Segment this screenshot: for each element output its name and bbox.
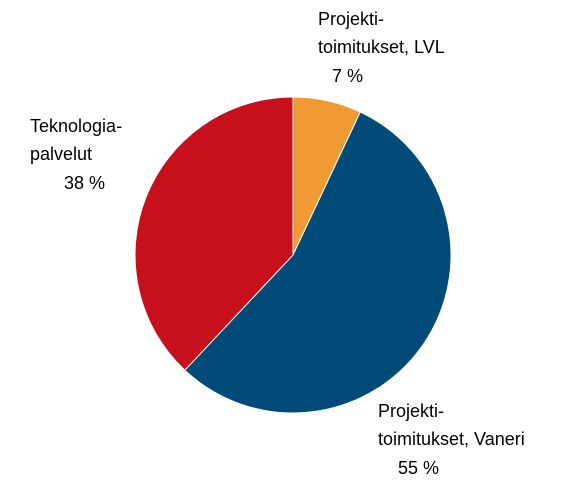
pie-slice (134, 96, 294, 371)
slice-label: Projekti- (318, 9, 384, 29)
value-label: 55 % (398, 458, 439, 478)
slice-label: toimitukset, Vaneri (378, 429, 525, 449)
slice-label: Teknologia- (30, 116, 122, 136)
slice-label: Projekti- (378, 401, 444, 421)
slice-label: palvelut (30, 144, 92, 164)
slice-label: toimitukset, LVL (318, 37, 445, 57)
value-label: 38 % (64, 173, 105, 193)
value-label: 7 % (332, 66, 363, 86)
pie-slice (184, 111, 452, 414)
